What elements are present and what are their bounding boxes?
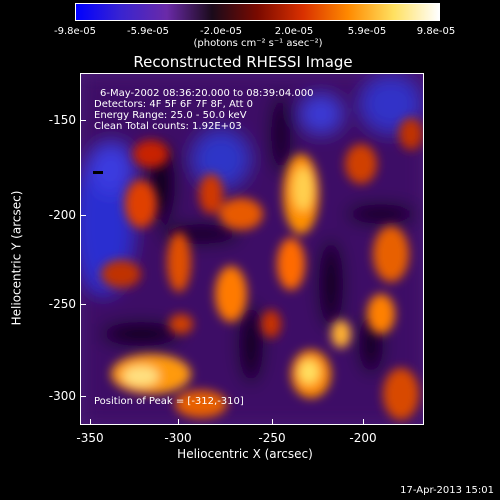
y-tick-label: -300 [48,389,76,403]
y-tick-mark [80,215,86,216]
x-tick-mark [178,419,179,425]
x-tick-mark [363,419,364,425]
peak-position: Position of Peak = [-312,-310] [94,396,244,407]
x-tick-label: -350 [76,431,104,445]
observation-time: 6-May-2002 08:36:20.000 to 08:39:04.000 [100,88,314,99]
colorbar-tick-label: -5.9e-05 [127,26,169,37]
y-tick-label: -200 [48,208,76,222]
x-tick-mark [90,419,91,425]
generation-timestamp: 17-Apr-2013 15:01 [400,485,494,496]
colorbar [75,3,440,21]
detectors-info: Detectors: 4F 5F 6F 7F 8F, Att 0 [94,99,254,110]
clean-total-counts: Clean Total counts: 1.92E+03 [94,121,242,132]
colorbar-tick-label: 5.9e-05 [347,26,387,37]
x-axis-label: Heliocentric X (arcsec) [177,447,313,461]
y-tick-mark [80,120,86,121]
y-tick-label: -150 [48,113,76,127]
colorbar-tick-label: -9.8e-05 [54,26,96,37]
colorbar-tick-label: 9.8e-05 [416,26,456,37]
colorbar-tick-label: -2.0e-05 [200,26,242,37]
x-tick-label: -200 [349,431,377,445]
y-axis-label: Heliocentric Y (arcsec) [9,190,24,326]
energy-range: Energy Range: 25.0 - 50.0 keV [94,110,247,121]
hard-xray-map [81,74,423,424]
y-tick-label: -250 [48,297,76,311]
x-tick-label: -300 [164,431,192,445]
colorbar-units: (photons cm⁻² s⁻¹ asec⁻²) [193,38,323,49]
plot-title: Reconstructed RHESSI Image [133,53,353,71]
colorbar-tick-label: 2.0e-05 [274,26,314,37]
solar-image [80,73,424,425]
y-tick-mark [80,396,86,397]
y-tick-mark [80,304,86,305]
x-tick-mark [272,419,273,425]
x-tick-label: -250 [258,431,286,445]
